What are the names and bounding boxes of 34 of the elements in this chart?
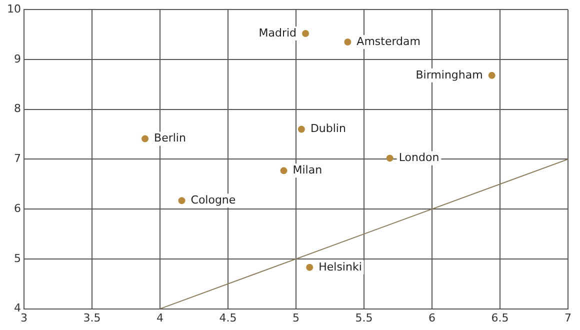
x-tick-label: 3: [20, 311, 28, 324]
annotation: Madrid: [258, 26, 297, 40]
x-tick-label: 3.5: [83, 311, 101, 324]
point: [344, 38, 352, 46]
y-tick-label: 9: [14, 52, 21, 66]
annotation: Birmingham: [416, 68, 483, 82]
point: [298, 126, 305, 133]
x-tick-label: 6.5: [491, 311, 509, 324]
annotation: London: [398, 151, 440, 164]
x-tick-label: 4.5: [219, 311, 237, 324]
annotation: Dublin: [310, 122, 346, 136]
x-tick-label: 6: [428, 311, 436, 324]
point: [280, 167, 288, 174]
y-tick-label: 10: [6, 2, 21, 16]
annotation: Helsinki: [318, 260, 362, 274]
point: [306, 264, 314, 271]
annotation: Cologne: [190, 193, 236, 206]
annotation: Berlin: [154, 132, 186, 145]
y-tick-label: 6: [14, 202, 21, 215]
x-tick-label: 5.5: [355, 311, 373, 324]
point: [178, 197, 186, 204]
point: [386, 154, 394, 162]
point: [302, 30, 310, 38]
annotation: Milan: [292, 164, 322, 177]
x-tick-label: 5: [292, 311, 300, 324]
point: [142, 135, 149, 142]
y-tick-label: 4: [14, 302, 21, 315]
x-tick-label: 7: [564, 311, 572, 324]
y-tick-label: 5: [14, 252, 21, 265]
y-tick-label: 8: [14, 102, 21, 116]
point: [488, 72, 496, 79]
annotation: Amsterdam: [356, 34, 421, 48]
y-tick-label: 7: [14, 152, 21, 166]
x-tick-label: 4: [156, 311, 164, 324]
